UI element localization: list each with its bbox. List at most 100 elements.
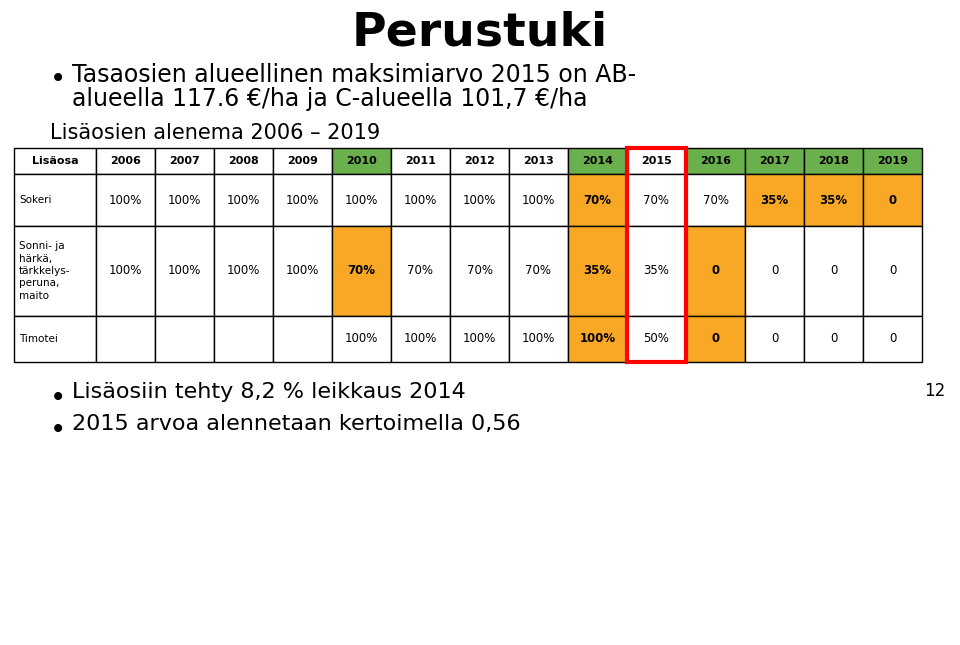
Text: 70%: 70% <box>407 264 434 277</box>
Bar <box>745 174 804 226</box>
Text: 100%: 100% <box>227 194 260 206</box>
Bar <box>14 148 96 174</box>
Text: Tasaosien alueellinen maksimiarvo 2015 on AB-: Tasaosien alueellinen maksimiarvo 2015 o… <box>72 63 636 87</box>
Bar <box>686 148 745 174</box>
Bar <box>863 316 922 362</box>
Text: Lisäosien alenema 2006 – 2019: Lisäosien alenema 2006 – 2019 <box>50 123 380 143</box>
Bar <box>686 174 745 226</box>
Bar <box>627 174 686 226</box>
Bar <box>745 148 804 174</box>
Bar <box>96 226 155 316</box>
Text: 100%: 100% <box>404 194 437 206</box>
Text: 35%: 35% <box>643 264 669 277</box>
Text: 100%: 100% <box>108 194 142 206</box>
Bar <box>155 174 214 226</box>
Text: 100%: 100% <box>522 333 555 346</box>
Bar <box>863 174 922 226</box>
Text: 0: 0 <box>889 333 897 346</box>
Bar <box>450 174 509 226</box>
Bar <box>450 316 509 362</box>
Bar <box>214 174 273 226</box>
Bar <box>155 226 214 316</box>
Text: 35%: 35% <box>760 194 788 206</box>
Text: 0: 0 <box>829 333 837 346</box>
Text: 2014: 2014 <box>582 156 613 166</box>
Text: 0: 0 <box>711 264 720 277</box>
Text: 100%: 100% <box>345 333 378 346</box>
Bar <box>14 226 96 316</box>
Bar <box>391 226 450 316</box>
Text: 100%: 100% <box>404 333 437 346</box>
Bar <box>332 174 391 226</box>
Bar <box>509 226 568 316</box>
Text: Sonni- ja
härkä,
tärkkelys-
peruna,
maito: Sonni- ja härkä, tärkkelys- peruna, mait… <box>19 241 70 301</box>
Text: 0: 0 <box>888 194 897 206</box>
Text: Lisäosiin tehty 8,2 % leikkaus 2014: Lisäosiin tehty 8,2 % leikkaus 2014 <box>72 382 466 402</box>
Bar <box>627 148 686 174</box>
Text: 2006: 2006 <box>110 156 141 166</box>
Text: 2008: 2008 <box>228 156 259 166</box>
Text: 0: 0 <box>889 264 897 277</box>
Text: 70%: 70% <box>525 264 551 277</box>
Bar <box>863 226 922 316</box>
Text: •: • <box>50 416 66 444</box>
Text: •: • <box>50 384 66 412</box>
Text: 2011: 2011 <box>405 156 436 166</box>
Bar <box>804 316 863 362</box>
Text: 100%: 100% <box>345 194 378 206</box>
Text: 70%: 70% <box>467 264 492 277</box>
Text: 2016: 2016 <box>700 156 731 166</box>
Bar <box>509 148 568 174</box>
Bar <box>627 226 686 316</box>
Bar <box>568 174 627 226</box>
Bar <box>804 226 863 316</box>
Text: 100%: 100% <box>108 264 142 277</box>
Bar <box>214 148 273 174</box>
Text: 70%: 70% <box>643 194 669 206</box>
Bar <box>96 174 155 226</box>
Bar <box>568 316 627 362</box>
Text: 100%: 100% <box>463 333 496 346</box>
Bar <box>804 174 863 226</box>
Bar <box>568 226 627 316</box>
Text: 2019: 2019 <box>877 156 908 166</box>
Bar <box>863 148 922 174</box>
Bar <box>332 148 391 174</box>
Text: 50%: 50% <box>643 333 669 346</box>
Bar <box>273 316 332 362</box>
Text: 100%: 100% <box>286 194 319 206</box>
Text: 2015 arvoa alennetaan kertoimella 0,56: 2015 arvoa alennetaan kertoimella 0,56 <box>72 414 520 434</box>
Bar <box>96 148 155 174</box>
Bar <box>332 226 391 316</box>
Text: 100%: 100% <box>463 194 496 206</box>
Bar <box>686 226 745 316</box>
Text: 2018: 2018 <box>818 156 849 166</box>
Text: 70%: 70% <box>348 264 375 277</box>
Text: 35%: 35% <box>820 194 848 206</box>
Bar <box>627 148 686 362</box>
Text: Lisäosa: Lisäosa <box>32 156 79 166</box>
Bar <box>273 174 332 226</box>
Bar <box>273 148 332 174</box>
Text: 2017: 2017 <box>759 156 790 166</box>
Text: 35%: 35% <box>584 264 612 277</box>
Bar <box>509 174 568 226</box>
Bar <box>804 148 863 174</box>
Bar <box>14 316 96 362</box>
Text: •: • <box>50 65 66 93</box>
Text: 0: 0 <box>771 333 779 346</box>
Bar <box>155 316 214 362</box>
Text: 70%: 70% <box>703 194 729 206</box>
Bar <box>391 174 450 226</box>
Bar <box>509 316 568 362</box>
Text: 12: 12 <box>924 382 945 400</box>
Bar <box>450 226 509 316</box>
Bar <box>686 316 745 362</box>
Text: 100%: 100% <box>580 333 615 346</box>
Text: 0: 0 <box>711 333 720 346</box>
Text: 70%: 70% <box>584 194 612 206</box>
Bar <box>273 226 332 316</box>
Text: 100%: 100% <box>168 194 202 206</box>
Text: Sokeri: Sokeri <box>19 195 52 205</box>
Text: 100%: 100% <box>522 194 555 206</box>
